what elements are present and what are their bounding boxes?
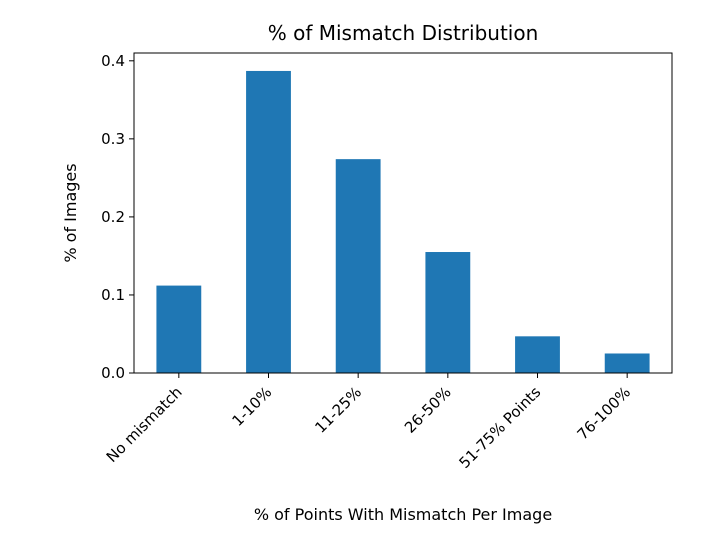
chart-title: % of Mismatch Distribution <box>268 21 539 45</box>
bar <box>515 336 560 373</box>
y-axis-label: % of Images <box>61 163 80 262</box>
x-axis-label: % of Points With Mismatch Per Image <box>254 505 552 524</box>
y-axis: 0.0 0.1 0.2 0.3 0.4 <box>101 52 134 382</box>
bar <box>246 70 291 373</box>
y-tick-label: 0.4 <box>101 52 125 70</box>
x-tick-label: 1-10% <box>228 383 275 430</box>
x-tick-label: 76-100% <box>574 383 634 443</box>
bar <box>425 252 471 373</box>
y-tick-label: 0.3 <box>101 130 125 148</box>
bar <box>604 353 650 373</box>
x-axis: No mismatch 1-10% 11-25% 26-50% 51-75% Point… <box>103 373 634 472</box>
bars-group <box>156 70 650 373</box>
y-tick-label: 0.2 <box>101 208 125 226</box>
x-tick-label: 11-25% <box>311 383 365 437</box>
x-tick-label: 26-50% <box>401 383 455 437</box>
x-tick-label: 51-75% Points <box>455 383 544 472</box>
x-tick-label: No mismatch <box>103 383 186 466</box>
bar <box>335 159 381 373</box>
y-tick-label: 0.0 <box>101 364 125 382</box>
bar <box>156 285 202 373</box>
plot-area-frame <box>133 52 673 374</box>
y-tick-label: 0.1 <box>101 286 125 304</box>
